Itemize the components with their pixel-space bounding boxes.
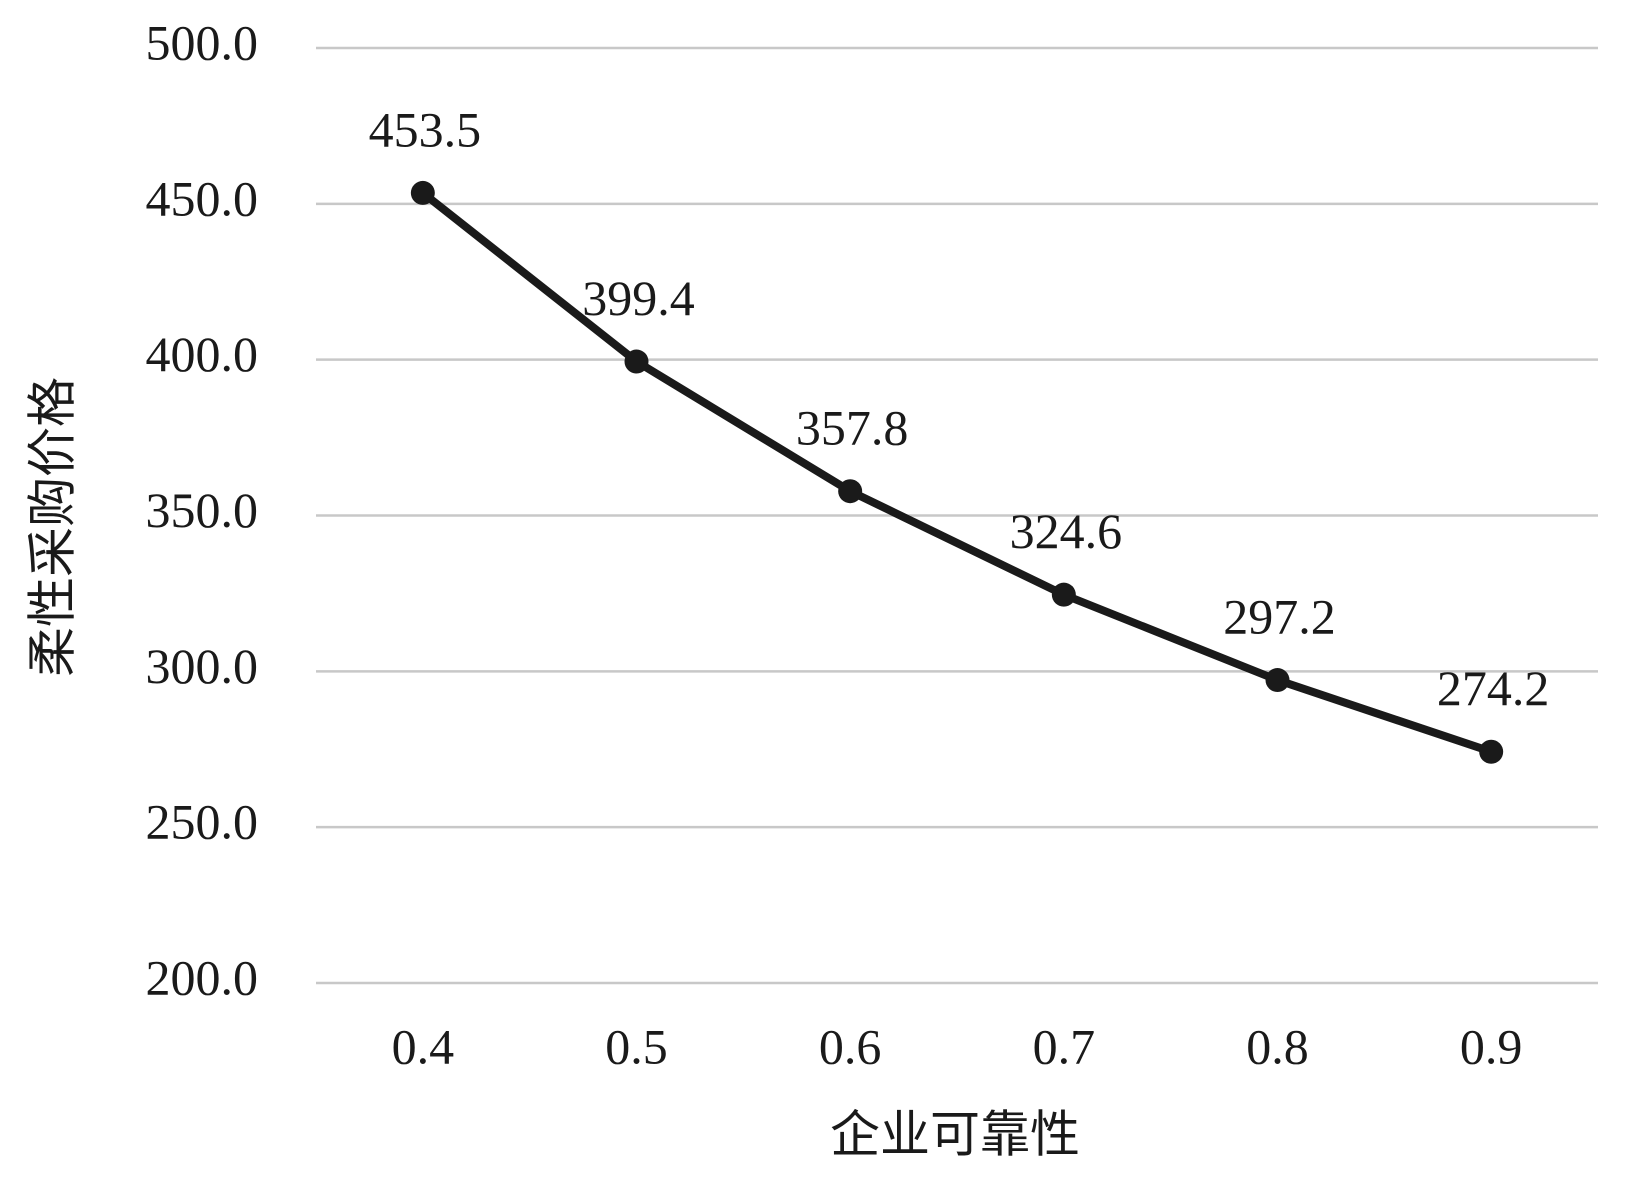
data-label: 357.8 <box>796 400 909 456</box>
y-tick-label: 200.0 <box>146 949 259 1005</box>
y-axis-title: 柔性采购价格 <box>24 377 80 677</box>
x-tick-label: 0.6 <box>819 1018 882 1074</box>
y-tick-label: 250.0 <box>146 794 259 850</box>
marker <box>1479 739 1504 764</box>
y-tick-label: 350.0 <box>146 482 259 538</box>
y-tick-label: 400.0 <box>146 326 259 382</box>
marker <box>1265 668 1290 693</box>
x-tick-label: 0.9 <box>1460 1018 1523 1074</box>
data-label: 274.2 <box>1437 660 1550 716</box>
x-tick-label: 0.7 <box>1033 1018 1096 1074</box>
marker <box>1051 582 1076 607</box>
data-label: 399.4 <box>582 270 695 326</box>
x-tick-label: 0.8 <box>1246 1018 1309 1074</box>
marker <box>838 479 863 504</box>
x-tick-label: 0.5 <box>605 1018 668 1074</box>
x-tick-label: 0.4 <box>392 1018 455 1074</box>
marker <box>410 180 435 205</box>
y-tick-label: 300.0 <box>146 638 259 694</box>
y-tick-label: 500.0 <box>146 14 259 70</box>
data-label: 324.6 <box>1010 503 1123 559</box>
x-axis-title: 企业可靠性 <box>830 1106 1080 1162</box>
marker <box>624 349 649 374</box>
data-label: 297.2 <box>1223 589 1336 645</box>
data-label: 453.5 <box>369 101 482 157</box>
y-tick-label: 450.0 <box>146 170 259 226</box>
line <box>420 189 1493 756</box>
